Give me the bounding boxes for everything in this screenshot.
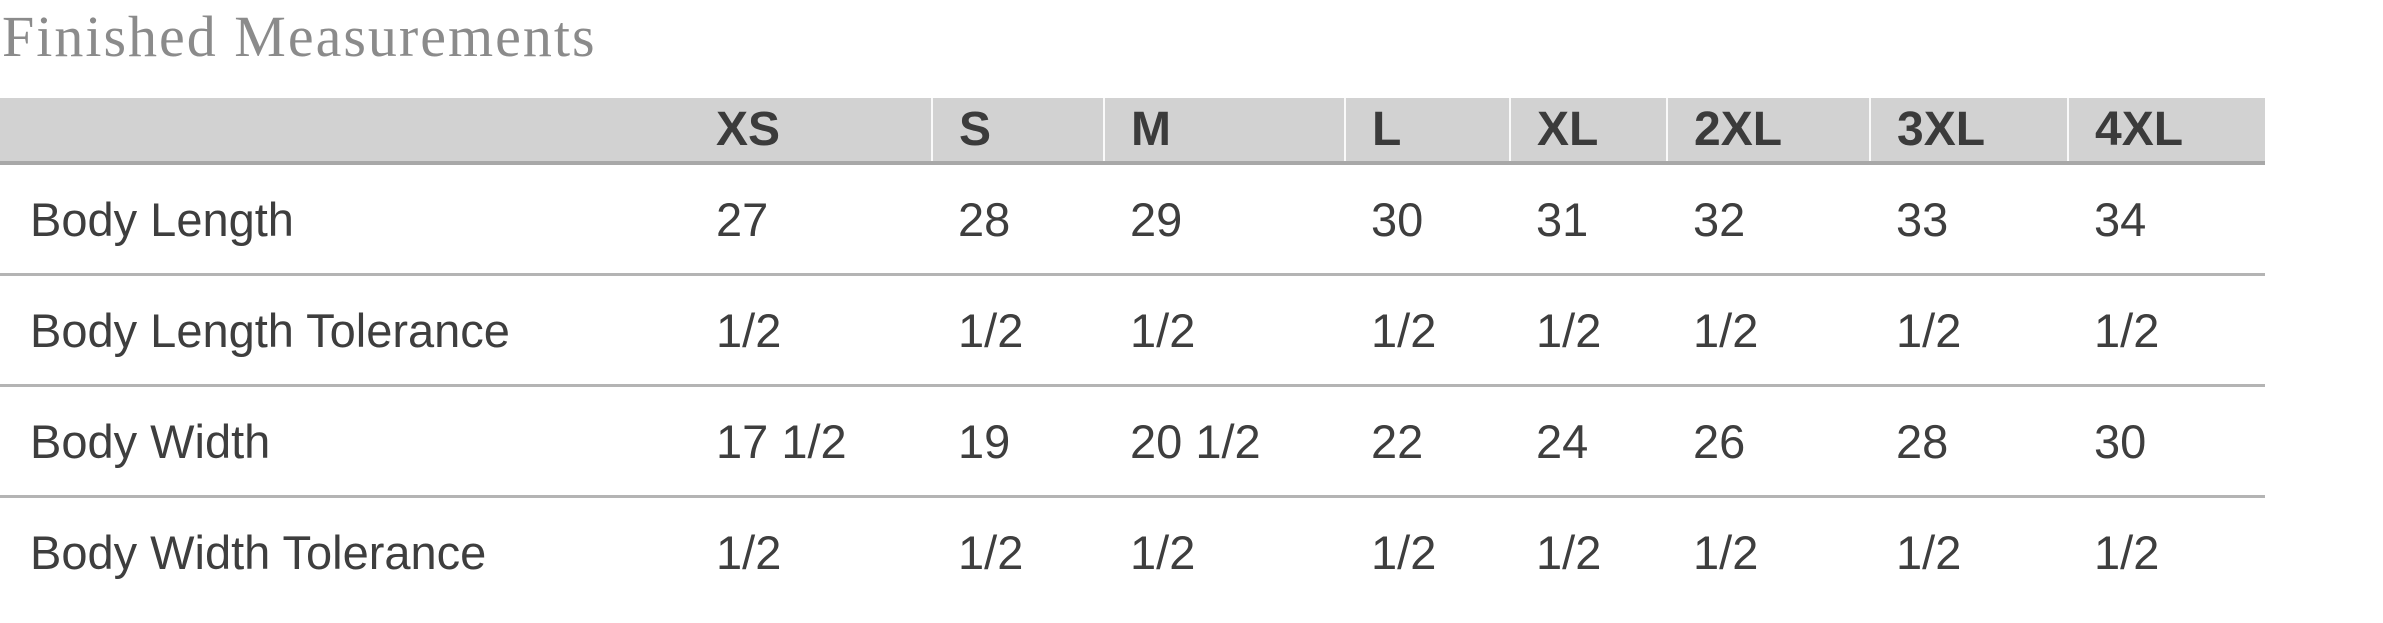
column-header-blank <box>0 98 690 165</box>
column-header-xs: XS <box>690 98 932 165</box>
measurement-cell: 1/2 <box>1667 274 1870 387</box>
measurement-cell: 27 <box>690 163 932 276</box>
measurement-cell: 32 <box>1667 163 1870 276</box>
measurement-cell: 22 <box>1345 385 1510 498</box>
measurement-cell: 31 <box>1510 163 1667 276</box>
measurement-cell: 1/2 <box>932 274 1104 387</box>
measurement-cell: 28 <box>932 163 1104 276</box>
measurement-cell: 28 <box>1870 385 2068 498</box>
measurement-cell: 30 <box>2068 385 2265 498</box>
measurement-cell: 1/2 <box>1693 525 1759 579</box>
measurement-cell: 1/2 <box>1510 274 1667 387</box>
measurement-cell: 1/2 <box>1345 274 1510 387</box>
measurement-cell: 26 <box>1667 385 1870 498</box>
row-label: Body Width <box>0 385 690 498</box>
table-row-body-length-tolerance: Body Length Tolerance 1/2 1/2 1/2 1/2 1/… <box>0 274 2265 387</box>
header-row: XS S M L XL 2XL 3XL 4XL <box>0 98 2265 165</box>
table-row-body-width: Body Width 17 1/2 19 20 1/2 22 24 26 28 … <box>0 385 2265 498</box>
column-header-l: L <box>1344 98 1510 165</box>
measurement-cell: 1/2 <box>958 525 1024 579</box>
table-row-body-length: Body Length 27 28 29 30 31 32 33 34 <box>0 163 2265 276</box>
finished-measurements-table: XS S M L XL 2XL 3XL 4XL Body Length 27 2… <box>0 98 2265 606</box>
column-header-4xl: 4XL <box>2067 98 2265 165</box>
measurement-cell: 34 <box>2068 163 2265 276</box>
table-row-body-width-tolerance: Body Width Tolerance 1/2 1/2 1/2 1/2 1/2… <box>0 497 2265 607</box>
measurement-cell: 1/2 <box>2068 274 2265 387</box>
column-header-3xl: 3XL <box>1869 98 2068 165</box>
measurement-cell: 1/2 <box>1104 274 1345 387</box>
row-label: Body Width Tolerance <box>30 525 487 579</box>
measurement-cell: 24 <box>1510 385 1667 498</box>
column-header-s: S <box>931 98 1104 165</box>
row-label: Body Length Tolerance <box>0 274 690 387</box>
measurement-cell: 1/2 <box>1536 525 1602 579</box>
measurement-cell: 1/2 <box>716 525 782 579</box>
column-header-2xl: 2XL <box>1666 98 1870 165</box>
measurement-cell: 20 1/2 <box>1104 385 1345 498</box>
row-label: Body Length <box>0 163 690 276</box>
measurement-cell: 29 <box>1104 163 1345 276</box>
measurement-cell: 33 <box>1870 163 2068 276</box>
measurement-cell: 17 1/2 <box>690 385 932 498</box>
measurement-cell: 1/2 <box>690 274 932 387</box>
measurement-cell: 1/2 <box>1130 525 1196 579</box>
measurement-cell: 1/2 <box>1896 525 1962 579</box>
measurement-cell: 30 <box>1345 163 1510 276</box>
measurement-cell: 1/2 <box>2094 525 2160 579</box>
column-header-xl: XL <box>1509 98 1667 165</box>
column-header-m: M <box>1103 98 1345 165</box>
measurement-cell: 1/2 <box>1371 525 1437 579</box>
measurement-cell: 19 <box>932 385 1104 498</box>
measurement-cell: 1/2 <box>1870 274 2068 387</box>
page-title: Finished Measurements <box>2 4 597 69</box>
